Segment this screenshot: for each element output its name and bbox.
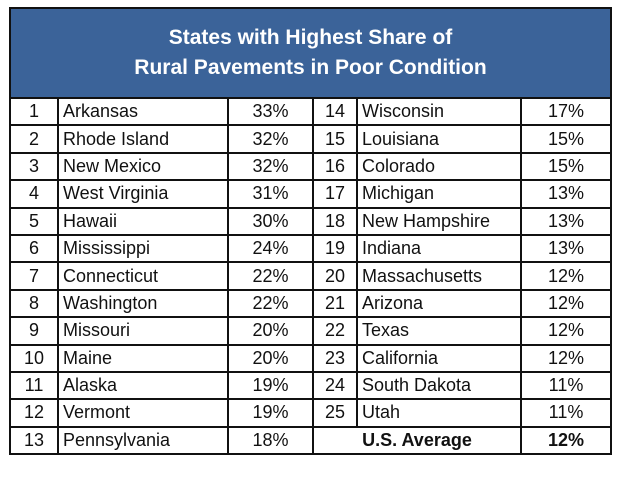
table-row: 5 Hawaii 30% 18 New Hampshire 13% <box>11 206 610 236</box>
percent-cell: 19% <box>227 398 314 428</box>
rank-cell: 12 <box>11 398 59 428</box>
percent-cell: 18% <box>227 425 314 454</box>
percent-cell: 32% <box>227 124 314 154</box>
rank-cell: 22 <box>312 316 358 346</box>
percent-cell: 11% <box>520 398 610 428</box>
us-average-value: 12% <box>520 425 610 454</box>
percent-cell: 12% <box>520 261 610 291</box>
rank-cell: 8 <box>11 288 59 319</box>
percent-cell: 33% <box>227 99 314 127</box>
table-row: 9 Missouri 20% 22 Texas 12% <box>11 316 610 346</box>
state-cell: Massachusetts <box>356 261 522 291</box>
percent-cell: 12% <box>520 316 610 346</box>
rank-cell: 23 <box>312 343 358 373</box>
table-row: 1 Arkansas 33% 14 Wisconsin 17% <box>11 99 610 127</box>
percent-cell: 12% <box>520 343 610 373</box>
rank-cell: 6 <box>11 233 59 264</box>
state-cell: Washington <box>57 288 229 319</box>
rank-cell: 3 <box>11 151 59 182</box>
rank-cell: 21 <box>312 288 358 319</box>
table-row: 12 Vermont 19% 25 Utah 11% <box>11 398 610 428</box>
state-cell: Hawaii <box>57 206 229 236</box>
states-table: States with Highest Share of Rural Pavem… <box>9 7 612 456</box>
percent-cell: 12% <box>520 288 610 319</box>
state-cell: Louisiana <box>356 124 522 154</box>
state-cell: Indiana <box>356 233 522 264</box>
rank-cell: 2 <box>11 124 59 154</box>
percent-cell: 22% <box>227 288 314 319</box>
percent-cell: 20% <box>227 343 314 373</box>
state-cell: Rhode Island <box>57 124 229 154</box>
rank-cell: 19 <box>312 233 358 264</box>
state-cell: Colorado <box>356 151 522 182</box>
percent-cell: 15% <box>520 124 610 154</box>
rank-cell: 10 <box>11 343 59 373</box>
title-line-1: States with Highest Share of <box>168 26 453 49</box>
state-cell: West Virginia <box>57 179 229 209</box>
state-cell: Mississippi <box>57 233 229 264</box>
rank-cell: 9 <box>11 316 59 346</box>
rank-cell: 13 <box>11 425 59 454</box>
state-cell: Utah <box>356 398 522 428</box>
percent-cell: 19% <box>227 370 314 401</box>
percent-cell: 13% <box>520 233 610 264</box>
rank-cell: 5 <box>11 206 59 236</box>
percent-cell: 17% <box>520 99 610 127</box>
ranking-table: 1 Arkansas 33% 14 Wisconsin 17% 2 Rhode Island 3… <box>11 99 610 454</box>
table-row: 2 Rhode Island 32% 15 Louisiana 15% <box>11 124 610 154</box>
table-row: 3 New Mexico 32% 16 Colorado 15% <box>11 151 610 182</box>
table-row: 10 Maine 20% 23 California 12% <box>11 343 610 373</box>
us-average-label: U.S. Average <box>312 425 522 454</box>
table-title: States with Highest Share of Rural Pavem… <box>11 9 610 99</box>
state-cell: Michigan <box>356 179 522 209</box>
percent-cell: 32% <box>227 151 314 182</box>
table-row: 13 Pennsylvania 18% U.S. Average 12% <box>11 425 610 454</box>
rank-cell: 7 <box>11 261 59 291</box>
state-cell: New Hampshire <box>356 206 522 236</box>
rank-cell: 18 <box>312 206 358 236</box>
state-cell: Texas <box>356 316 522 346</box>
state-cell: South Dakota <box>356 370 522 401</box>
percent-cell: 13% <box>520 179 610 209</box>
rank-cell: 20 <box>312 261 358 291</box>
percent-cell: 24% <box>227 233 314 264</box>
percent-cell: 22% <box>227 261 314 291</box>
state-cell: Maine <box>57 343 229 373</box>
rank-cell: 25 <box>312 398 358 428</box>
rank-cell: 15 <box>312 124 358 154</box>
table-row: 6 Mississippi 24% 19 Indiana 13% <box>11 233 610 264</box>
percent-cell: 30% <box>227 206 314 236</box>
state-cell: Connecticut <box>57 261 229 291</box>
state-cell: California <box>356 343 522 373</box>
state-cell: Missouri <box>57 316 229 346</box>
rank-cell: 11 <box>11 370 59 401</box>
rank-cell: 1 <box>11 99 59 127</box>
rank-cell: 17 <box>312 179 358 209</box>
state-cell: Alaska <box>57 370 229 401</box>
percent-cell: 13% <box>520 206 610 236</box>
rank-cell: 14 <box>312 99 358 127</box>
state-cell: Pennsylvania <box>57 425 229 454</box>
table-row: 4 West Virginia 31% 17 Michigan 13% <box>11 179 610 209</box>
table-row: 7 Connecticut 22% 20 Massachusetts 12% <box>11 261 610 291</box>
percent-cell: 11% <box>520 370 610 401</box>
table-row: 11 Alaska 19% 24 South Dakota 11% <box>11 370 610 401</box>
table-row: 8 Washington 22% 21 Arizona 12% <box>11 288 610 319</box>
state-cell: Vermont <box>57 398 229 428</box>
percent-cell: 15% <box>520 151 610 182</box>
percent-cell: 31% <box>227 179 314 209</box>
state-cell: Arkansas <box>57 99 229 127</box>
state-cell: New Mexico <box>57 151 229 182</box>
rank-cell: 24 <box>312 370 358 401</box>
rank-cell: 16 <box>312 151 358 182</box>
rank-cell: 4 <box>11 179 59 209</box>
percent-cell: 20% <box>227 316 314 346</box>
state-cell: Wisconsin <box>356 99 522 127</box>
title-line-2: Rural Pavements in Poor Condition <box>134 56 487 79</box>
state-cell: Arizona <box>356 288 522 319</box>
